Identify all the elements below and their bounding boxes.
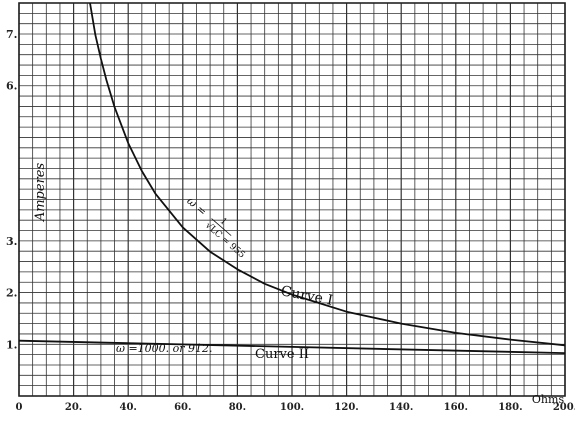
curve-1-line xyxy=(89,2,566,347)
y-tick-label: 1. xyxy=(6,338,17,351)
x-tick-label: 140. xyxy=(389,402,413,413)
x-tick-label: 20. xyxy=(65,402,82,413)
x-tick-label: 180. xyxy=(498,402,522,413)
curve-2-line xyxy=(18,339,566,354)
grid xyxy=(18,2,566,397)
x-tick-label: 200. xyxy=(553,402,575,413)
y-axis-label: Amperes xyxy=(33,163,48,223)
formula1-denominator: √LC = 955 xyxy=(203,220,247,261)
x-tick-label: 40. xyxy=(119,402,136,413)
series xyxy=(18,2,566,354)
curve1-label: Curve I xyxy=(279,283,334,309)
x-tick-label: 0 xyxy=(16,402,23,413)
plot-frame xyxy=(18,2,566,397)
y-tick-label: 2. xyxy=(6,287,17,300)
x-tick-label: 60. xyxy=(174,402,191,413)
x-axis-label: Ohms xyxy=(532,393,565,406)
formula1-numerator: 1 xyxy=(218,216,229,227)
x-tick-label: 100. xyxy=(280,402,304,413)
y-tick-label: 6. xyxy=(6,80,17,93)
formula1-fraction-bar xyxy=(211,218,232,236)
formula2-annotation: ω =1000. or 912. xyxy=(116,342,213,355)
formula1-annotation: ω = 1 √LC = 955 xyxy=(184,194,247,261)
y-tick-label: 7. xyxy=(6,28,17,41)
curve2-label: Curve II xyxy=(255,347,309,362)
x-tick-label: 160. xyxy=(444,402,468,413)
x-tick-label: 80. xyxy=(229,402,246,413)
y-tick-label: 3. xyxy=(6,235,17,248)
formula1-prefix: ω = xyxy=(184,194,209,218)
x-tick-label: 120. xyxy=(334,402,358,413)
tick-labels: 0 20. 40. 60. 80. 100. 120. 140. 160. 180. 200. 1. 2… xyxy=(6,28,575,413)
